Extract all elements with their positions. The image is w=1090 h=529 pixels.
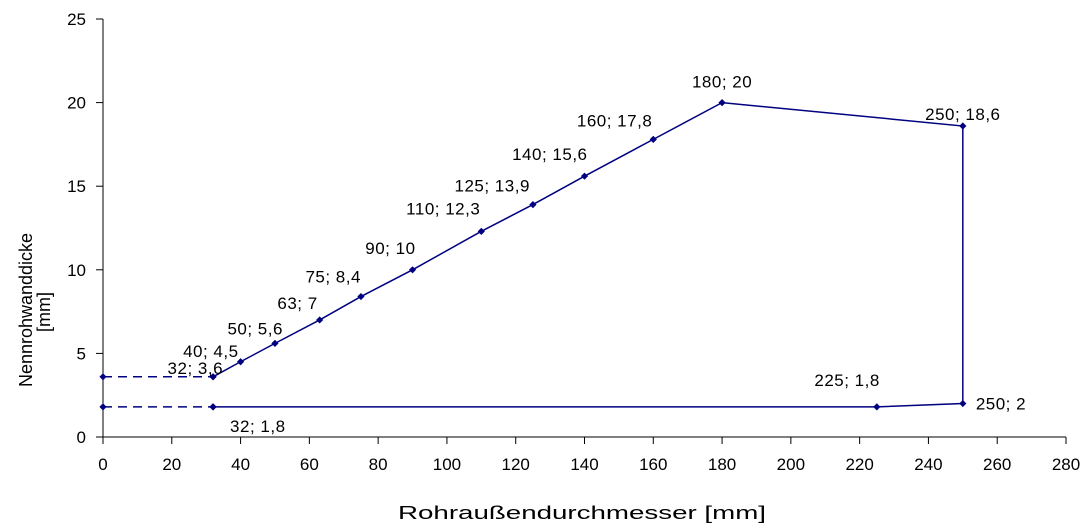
data-point-marker (718, 99, 726, 107)
solid-series-line (212, 101, 964, 408)
x-tick-label: 20 (162, 455, 181, 474)
data-point-marker (357, 292, 365, 301)
x-tick-label: 40 (231, 455, 250, 474)
data-point-marker (236, 358, 245, 366)
data-label: 250; 2 (976, 395, 1026, 414)
data-label: 180; 20 (692, 73, 752, 92)
data-label: 140; 15,6 (512, 145, 587, 164)
marker-layer (99, 99, 967, 411)
data-label: 110; 12,3 (406, 199, 480, 218)
data-point-marker (959, 122, 967, 130)
x-tick-label: 280 (1052, 455, 1080, 474)
data-label-layer: 32; 3,640; 4,5 50; 5,6 63; 7 75; 8,490; 10 1… (168, 73, 1026, 436)
x-tick-label: 140 (570, 455, 598, 474)
data-label: 225; 1,8 (814, 371, 879, 390)
data-point-marker (873, 403, 881, 411)
data-point-marker (477, 227, 485, 235)
y-tick-label: 25 (67, 10, 86, 29)
x-tick-label: 240 (914, 455, 942, 474)
y-tick-label: 20 (67, 94, 86, 113)
data-point-marker (271, 339, 279, 347)
x-tick-label: 100 (433, 455, 461, 474)
x-axis-title: Rohraußendurchmesser [mm] (398, 503, 766, 523)
data-point-marker (649, 135, 657, 143)
data-label: 50; 5,6 (227, 319, 283, 338)
x-tick-label: 220 (845, 455, 873, 474)
data-point-marker (209, 403, 217, 411)
y-axis-title-line-2: [mm] (34, 292, 54, 332)
data-point-marker (529, 200, 537, 209)
y-tick-label: 15 (67, 177, 86, 196)
axes: 0 5 10 15 20 25 0 20 40 60 80 100 120 140 160 180 200 220… (67, 10, 1080, 474)
data-label: 125; 13,9 (455, 177, 530, 196)
y-axis-title-line-1: Nennrohwanddicke (16, 233, 36, 387)
data-label: 32; 1,8 (230, 417, 285, 436)
x-tick-label: 0 (98, 455, 107, 474)
x-tick-label: 60 (300, 455, 319, 474)
data-point-marker (408, 266, 417, 274)
data-label: 40; 4,5 (183, 342, 239, 361)
x-tick-label: 180 (708, 455, 736, 474)
y-axis-title: Nennrohwanddicke [mm] (16, 233, 54, 387)
data-point-marker (209, 373, 217, 381)
data-point-marker (580, 172, 589, 180)
data-label: 32; 3,6 (168, 359, 224, 378)
x-tick-label: 80 (369, 455, 388, 474)
y-tick-label: 0 (77, 428, 86, 447)
y-tick-label: 5 (77, 344, 86, 363)
y-tick-label: 10 (67, 261, 86, 280)
x-tick-label: 120 (502, 455, 530, 474)
data-label: 90; 10 (365, 239, 415, 258)
data-label: 250; 18,6 (925, 105, 1000, 124)
x-tick-label: 200 (777, 455, 805, 474)
data-point-marker (99, 373, 107, 381)
data-label: 160; 17,8 (577, 111, 652, 130)
data-point-marker (316, 316, 324, 324)
data-point-marker (959, 399, 967, 408)
data-point-marker (99, 403, 107, 411)
data-label: 75; 8,4 (305, 268, 361, 287)
data-label: 63; 7 (277, 294, 317, 313)
x-tick-label: 260 (983, 455, 1011, 474)
x-tick-label: 160 (639, 455, 667, 474)
